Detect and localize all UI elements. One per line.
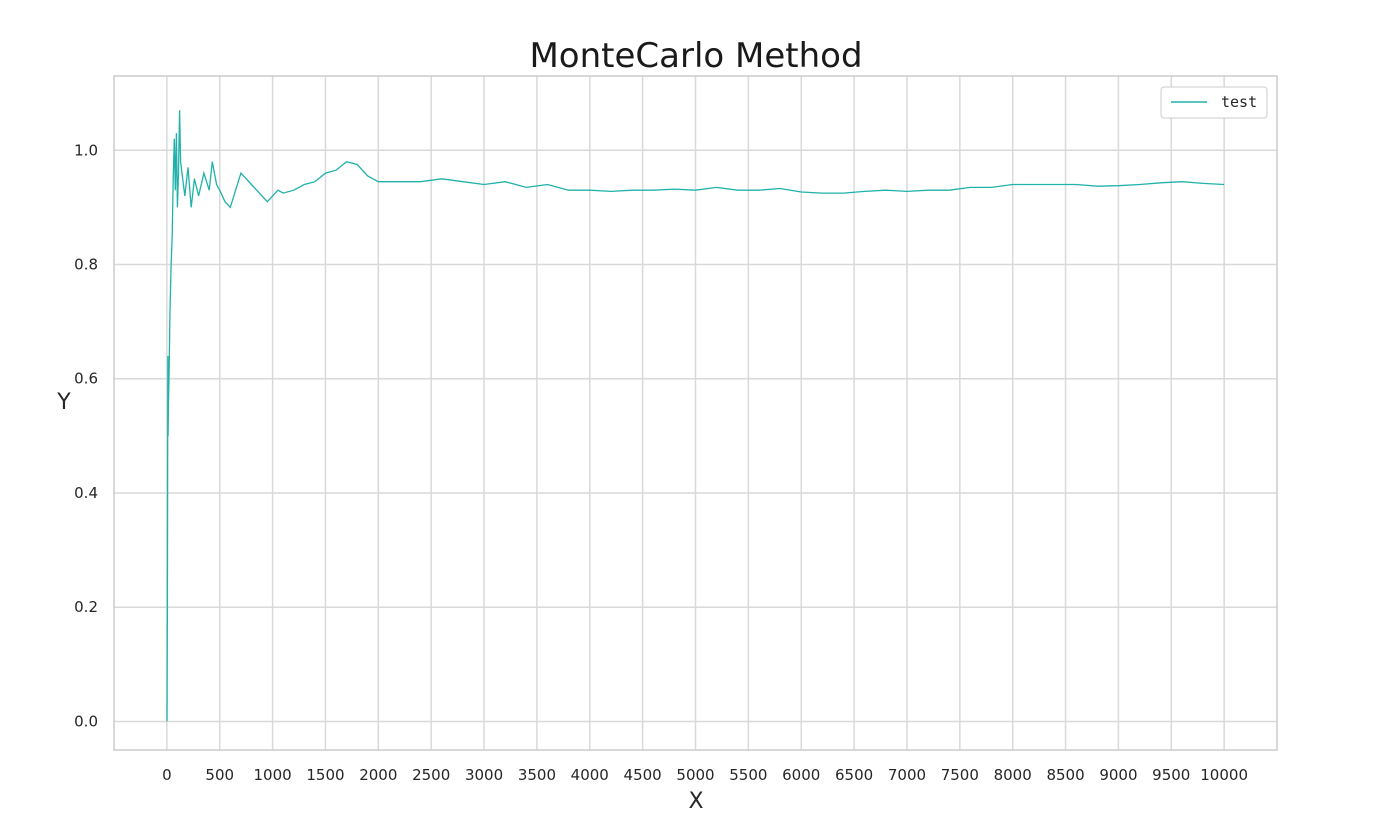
x-axis-ticks: 0 500 1000 1500 2000 2500 3000 3500 4000 4500 5000… <box>162 766 1248 784</box>
x-tick-label: 8500 <box>1046 766 1084 784</box>
y-tick-label: 0.6 <box>74 370 98 388</box>
x-tick-label: 4000 <box>571 766 609 784</box>
x-tick-label: 6500 <box>835 766 873 784</box>
legend-label-test: test <box>1221 93 1257 111</box>
series-layer <box>166 110 1225 722</box>
grid <box>114 76 1277 750</box>
y-axis-ticks: 0.0 0.2 0.4 0.6 0.8 1.0 <box>74 141 98 730</box>
x-axis-label: X <box>688 789 703 814</box>
x-tick-label: 6000 <box>782 766 820 784</box>
x-tick-label: 5000 <box>676 766 714 784</box>
x-tick-label: 1500 <box>306 766 344 784</box>
x-tick-label: 2500 <box>412 766 450 784</box>
x-tick-label: 9000 <box>1099 766 1137 784</box>
x-tick-label: 9500 <box>1152 766 1190 784</box>
x-tick-label: 500 <box>205 766 234 784</box>
y-tick-label: 0.0 <box>74 712 98 730</box>
y-tick-label: 1.0 <box>74 141 98 159</box>
x-tick-label: 8000 <box>994 766 1032 784</box>
y-tick-label: 0.2 <box>74 598 98 616</box>
x-tick-label: 7500 <box>941 766 979 784</box>
legend-box <box>1160 86 1268 119</box>
x-tick-label: 3500 <box>518 766 556 784</box>
x-tick-label: 5500 <box>729 766 767 784</box>
y-tick-label: 0.8 <box>74 255 98 273</box>
y-tick-label: 0.4 <box>74 484 98 502</box>
y-axis-label: Y <box>56 390 71 415</box>
plot-frame <box>113 75 1278 751</box>
series-line-test <box>166 110 1225 722</box>
x-tick-label: 7000 <box>888 766 926 784</box>
x-tick-label: 0 <box>162 766 172 784</box>
x-tick-label: 1000 <box>253 766 291 784</box>
legend: test <box>1160 86 1268 119</box>
x-tick-label: 2000 <box>359 766 397 784</box>
x-tick-label: 3000 <box>465 766 503 784</box>
chart-title: MonteCarlo Method <box>529 36 862 76</box>
x-tick-label: 10000 <box>1200 766 1248 784</box>
x-tick-label: 4500 <box>624 766 662 784</box>
